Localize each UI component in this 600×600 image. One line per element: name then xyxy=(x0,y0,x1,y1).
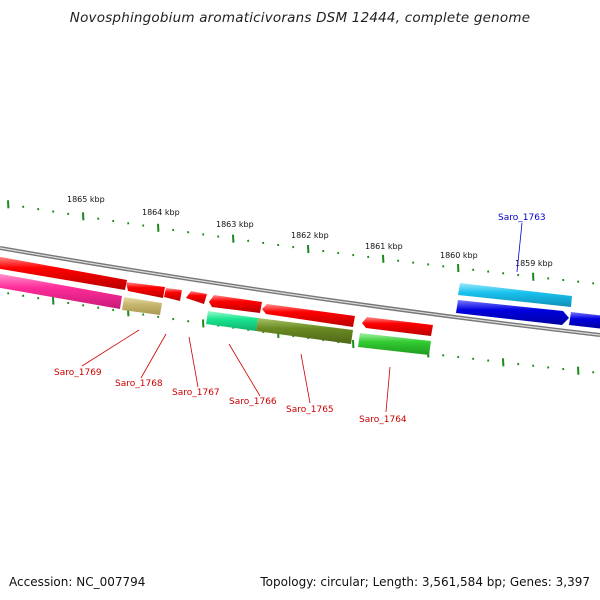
gene-arrow-magenta[interactable] xyxy=(0,273,122,309)
scale-label-1861: 1861 kbp xyxy=(365,242,403,251)
genome-summary: Topology: circular; Length: 3,561,584 bp… xyxy=(260,575,590,589)
scale-label-1864: 1864 kbp xyxy=(142,208,180,217)
leader-lines xyxy=(81,329,391,413)
map-title: Novosphingobium aromaticivorans DSM 1244… xyxy=(69,10,531,26)
gene-arrow-red-6[interactable] xyxy=(262,304,355,327)
gene-arrow-red-5[interactable] xyxy=(209,295,262,313)
scale-label-1865: 1865 kbp xyxy=(67,195,105,204)
gene-arrow-red-4[interactable] xyxy=(186,291,207,304)
scale-label-1863: 1863 kbp xyxy=(216,220,254,229)
leader-line-blue xyxy=(516,222,523,273)
gene-arrow-green[interactable] xyxy=(358,333,431,355)
gene-arrow-olive[interactable] xyxy=(256,318,353,344)
scale-label-1859: 1859 kbp xyxy=(515,259,553,268)
accession-label: Accession: NC_007794 xyxy=(9,575,146,589)
gene-label-saro-1766[interactable]: Saro_1766 xyxy=(229,397,277,407)
gene-label-saro-1763[interactable]: Saro_1763 xyxy=(498,213,546,223)
genome-backbone-inner xyxy=(0,247,600,336)
scale-label-1860: 1860 kbp xyxy=(440,251,478,260)
gene-label-saro-1768[interactable]: Saro_1768 xyxy=(115,379,163,389)
gene-arrow-red-1[interactable] xyxy=(0,256,127,290)
gene-arrow-red-2[interactable] xyxy=(126,282,165,298)
gene-arrow-blue-2[interactable] xyxy=(569,312,600,329)
gene-arrow-spring-green[interactable] xyxy=(206,311,258,331)
gene-arrow-blue[interactable] xyxy=(456,300,569,325)
scale-ticks-upper xyxy=(7,200,595,285)
gene-arrow-red-7[interactable] xyxy=(362,317,433,336)
gene-arrow-red-3[interactable] xyxy=(164,288,182,301)
gene-arrow-khaki[interactable] xyxy=(122,297,162,315)
gene-label-saro-1769[interactable]: Saro_1769 xyxy=(54,368,102,378)
gene-label-saro-1765[interactable]: Saro_1765 xyxy=(286,405,334,415)
gene-label-saro-1764[interactable]: Saro_1764 xyxy=(359,415,407,425)
gene-arrow-sky-blue[interactable] xyxy=(458,283,572,307)
scale-label-1862: 1862 kbp xyxy=(291,231,329,240)
gene-label-saro-1767[interactable]: Saro_1767 xyxy=(172,388,220,398)
